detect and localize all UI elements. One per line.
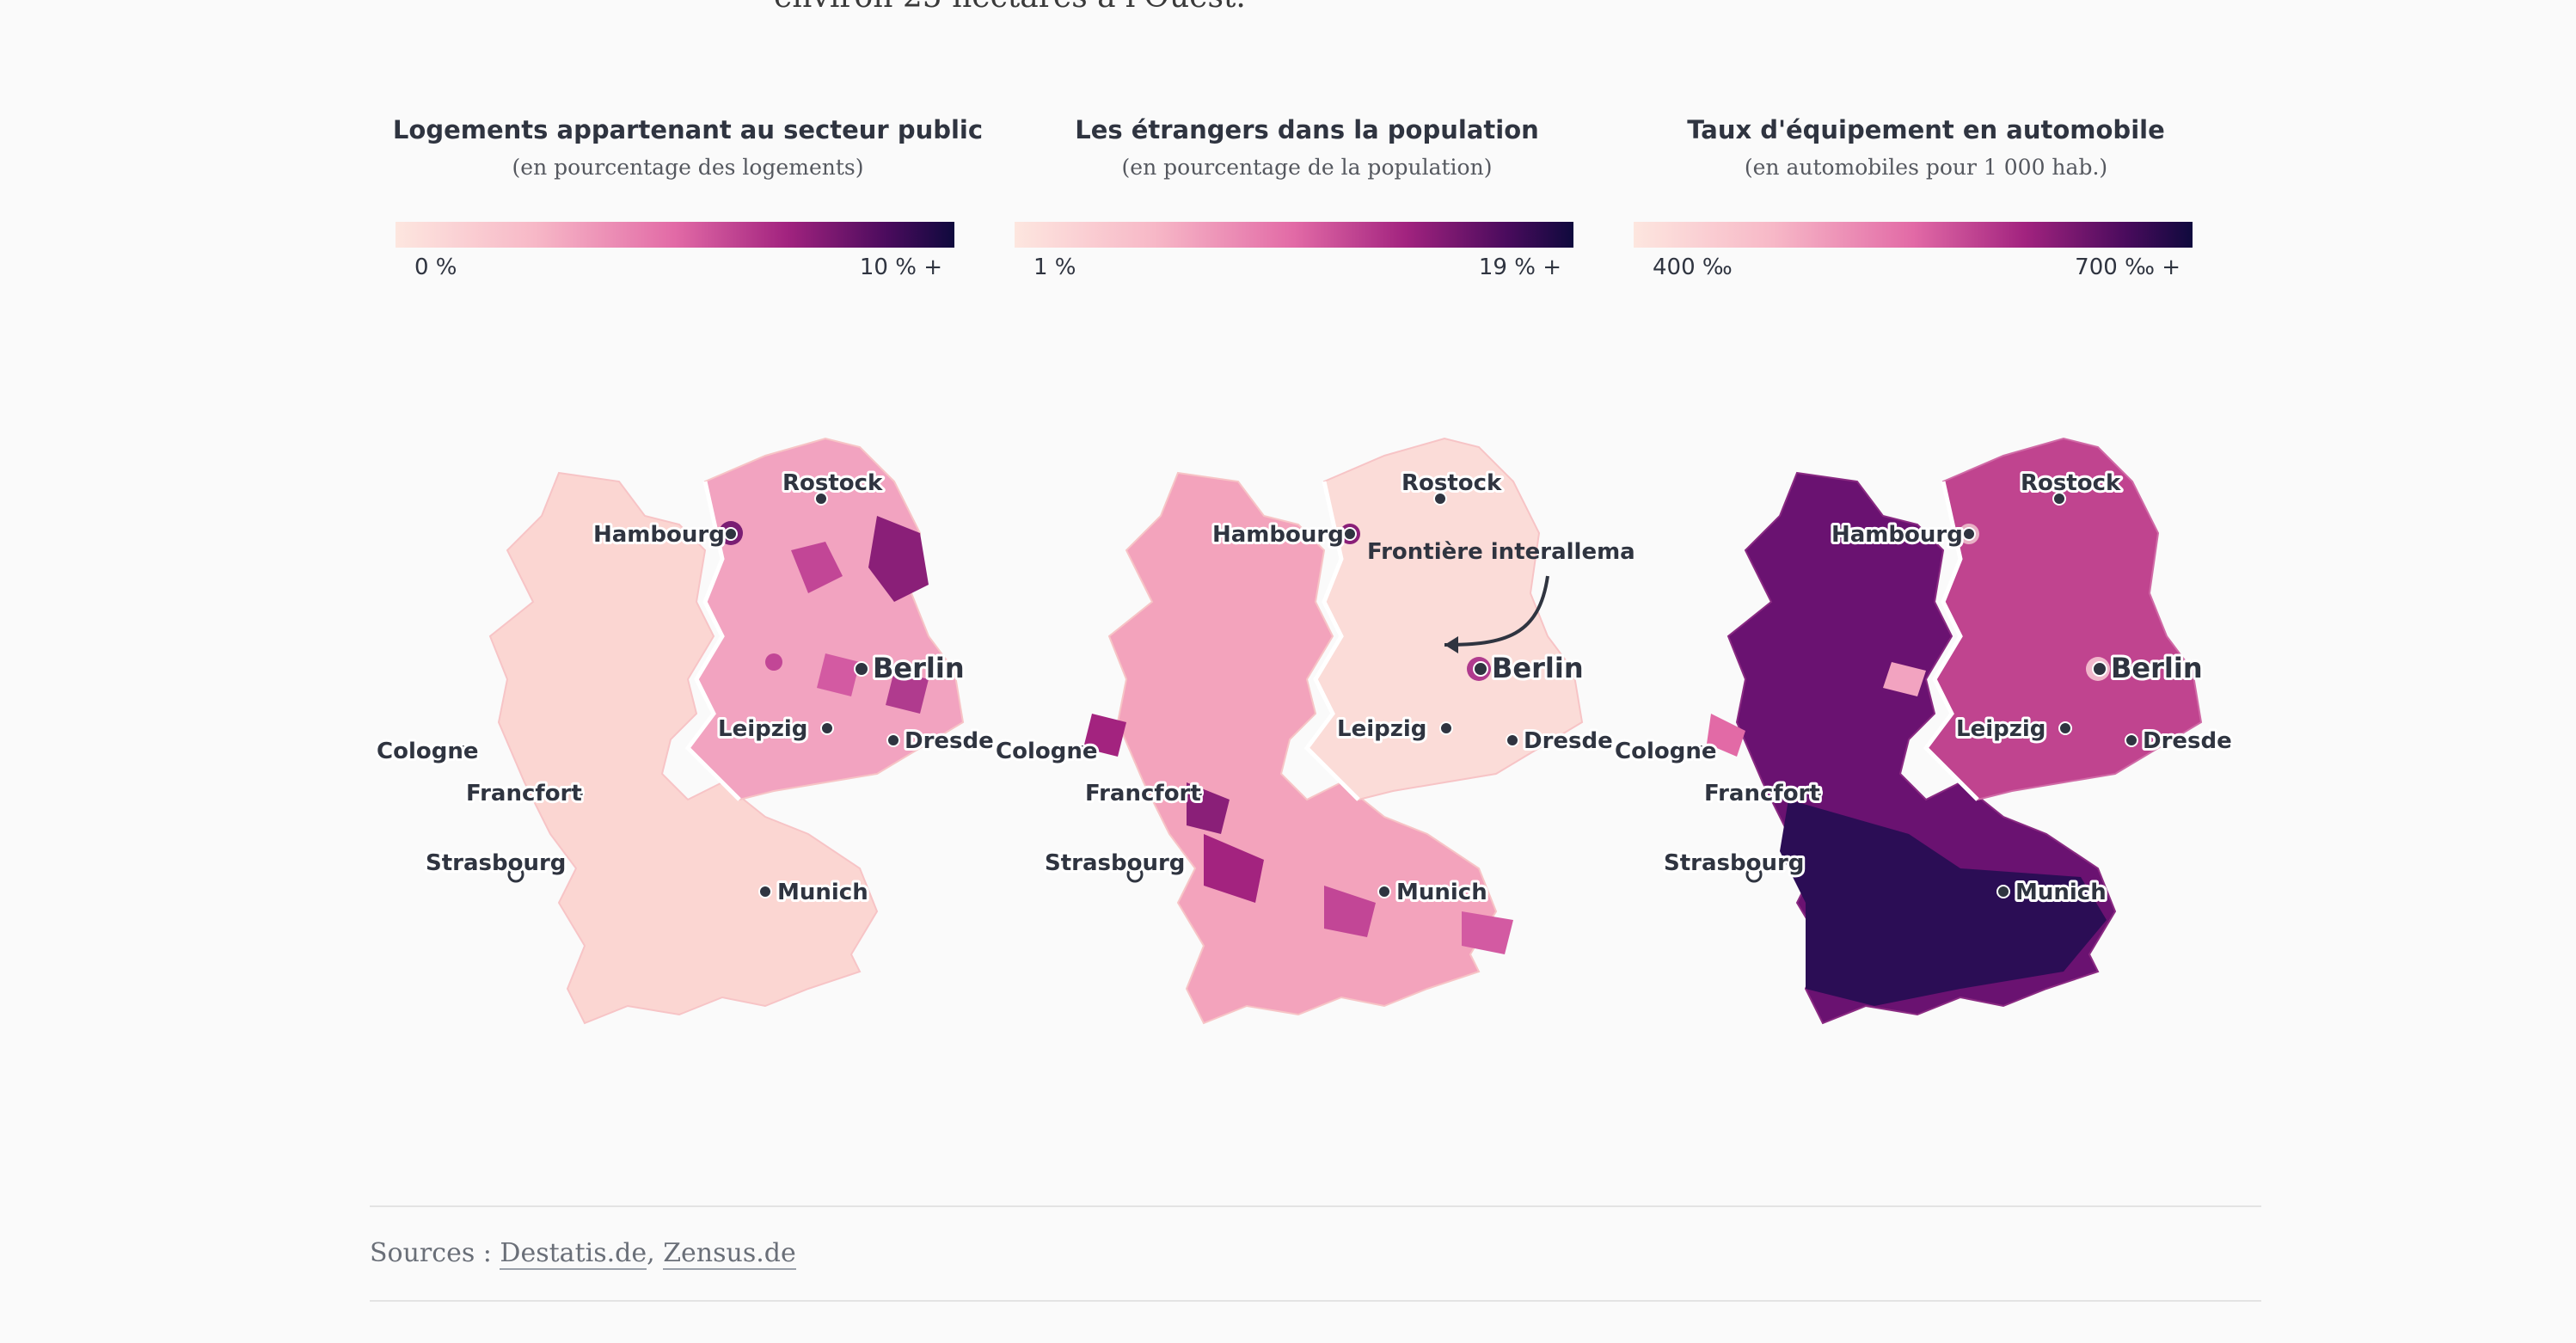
footer-divider-top — [370, 1205, 2261, 1207]
city-leipzig: Leipzig — [718, 716, 807, 742]
city-cologne: Cologne — [1615, 739, 1716, 764]
panel-title: Logements appartenant au secteur public — [392, 115, 984, 144]
legend-gradient-bar — [1015, 222, 1573, 248]
city-hamburg: Hambourg — [1831, 522, 1963, 548]
city-hamburg: Hambourg — [1212, 522, 1344, 548]
city-berlin: Berlin — [873, 652, 965, 684]
annotation-arrow — [1444, 575, 1549, 647]
city-cologne: Cologne — [996, 739, 1097, 764]
panel-public-housing: Logements appartenant au secteur public … — [361, 112, 1015, 1144]
city-leipzig: Leipzig — [1337, 716, 1426, 742]
panel-title: Les étrangers dans la population — [1075, 115, 1539, 144]
city-rostock: Rostock — [782, 470, 883, 496]
city-strasbourg: Strasbourg — [426, 850, 566, 876]
city-munich: Munich — [2015, 880, 2107, 905]
legend-min-label: 400 ‰ — [1653, 254, 1733, 280]
source-link-zensus[interactable]: Zensus.de — [663, 1238, 796, 1270]
inner-german-border — [684, 481, 741, 801]
legend-min-label: 0 % — [414, 254, 457, 280]
city-cologne: Cologne — [377, 739, 478, 764]
city-dresden: Dresde — [2143, 728, 2232, 754]
germany-map-car-ownership: Rostock Hambourg Berlin Leipzig Dresde C… — [1612, 437, 2235, 1025]
city-frankfurt: Francfort — [1085, 781, 1201, 806]
panel-subtitle: (en automobiles pour 1 000 hab.) — [1744, 155, 2108, 180]
legend-min-label: 1 % — [1033, 254, 1076, 280]
city-strasbourg: Strasbourg — [1045, 850, 1185, 876]
legend-gradient-bar — [1634, 222, 2193, 248]
footer-divider-bottom — [370, 1300, 2261, 1302]
city-rostock: Rostock — [2021, 470, 2121, 496]
city-munich: Munich — [1396, 880, 1487, 905]
sources-line: Sources : Destatis.de, Zensus.de — [370, 1238, 796, 1270]
inner-german-border — [1303, 481, 1360, 801]
panel-car-ownership: Taux d'équipement en automobile (en auto… — [1599, 112, 2253, 1144]
source-link-destatis[interactable]: Destatis.de — [500, 1238, 647, 1270]
panel-subtitle: (en pourcentage de la population) — [1121, 155, 1493, 180]
intro-text-tail: environ 25 hectares à l'Ouest. — [774, 0, 1246, 15]
city-munich: Munich — [777, 880, 868, 905]
germany-map-public-housing: Rostock Hambourg Berlin Leipzig Dresde C… — [374, 437, 997, 1025]
legend-gradient-bar — [396, 222, 954, 248]
maps-container: Logements appartenant au secteur public … — [361, 112, 2253, 1144]
city-leipzig: Leipzig — [1956, 716, 2045, 742]
annotation-inner-border: Frontière interallemande — [1367, 539, 1634, 565]
legend-max-label: 10 % + — [859, 254, 942, 280]
city-berlin: Berlin — [2111, 652, 2203, 684]
panel-subtitle: (en pourcentage des logements) — [512, 155, 864, 180]
city-dresden: Dresde — [1524, 728, 1613, 754]
map-region-west — [488, 471, 879, 1025]
city-berlin: Berlin — [1492, 652, 1584, 684]
legend-max-label: 700 ‰ + — [2075, 254, 2180, 280]
panel-foreigners: Les étrangers dans la population (en pou… — [980, 112, 1634, 1144]
city-frankfurt: Francfort — [1704, 781, 1820, 806]
panel-title: Taux d'équipement en automobile — [1687, 115, 2165, 144]
germany-map-foreigners: Frontière interallemande Rostock Hambour… — [993, 437, 1634, 1025]
city-rostock: Rostock — [1401, 470, 1502, 496]
sources-prefix: Sources : — [370, 1238, 492, 1268]
legend-max-label: 19 % + — [1478, 254, 1561, 280]
city-frankfurt: Francfort — [466, 781, 582, 806]
sources-separator: , — [647, 1238, 655, 1268]
city-hamburg: Hambourg — [593, 522, 725, 548]
city-dresden: Dresde — [905, 728, 994, 754]
city-strasbourg: Strasbourg — [1664, 850, 1804, 876]
inner-german-border — [1923, 481, 1979, 801]
